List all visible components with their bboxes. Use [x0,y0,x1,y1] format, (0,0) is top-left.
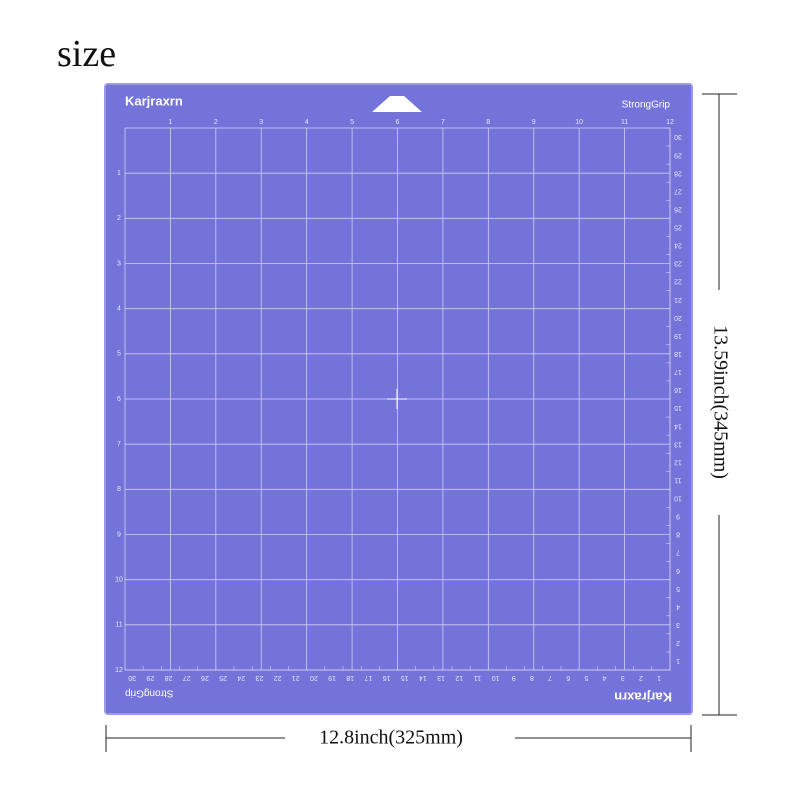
ruler-label: 29 [146,674,154,681]
ruler-label: 6 [117,396,121,403]
brand-bottom: Karjraxrn [614,690,672,705]
ruler-label: 3 [117,260,121,267]
ruler-label: 23 [674,260,682,267]
ruler-label: 2 [639,674,643,681]
ruler-label: 2 [117,215,121,222]
ruler-label: 8 [676,531,680,538]
ruler-label: 26 [201,674,209,681]
ruler-label: 8 [530,674,534,681]
ruler-label: 3 [621,674,625,681]
ruler-label: 27 [183,674,191,681]
ruler-label: 15 [674,404,682,411]
ruler-label: 28 [165,674,173,681]
ruler-label: 2 [214,119,218,126]
ruler-label: 4 [676,603,680,610]
ruler-label: 17 [364,674,372,681]
ruler-label: 9 [117,531,121,538]
ruler-label: 14 [674,422,682,429]
ruler-label: 22 [674,278,682,285]
ruler-label: 21 [674,296,682,303]
ruler-label: 6 [566,674,570,681]
ruler-label: 1 [168,119,172,126]
ruler-label: 7 [676,549,680,556]
ruler-label: 4 [117,306,121,313]
brand: Karjraxrn [125,93,183,108]
ruler-label: 11 [474,674,481,681]
ruler-label: 25 [219,674,227,681]
ruler-label: 18 [346,674,354,681]
hang-notch [372,96,422,112]
ruler-label: 5 [676,585,680,592]
ruler-label: 5 [117,351,121,358]
ruler-label: 10 [492,674,500,681]
ruler-label: 12 [455,674,463,681]
ruler-label: 10 [575,119,583,126]
ruler-label: 7 [548,674,552,681]
ruler-label: 26 [674,205,682,212]
ruler-label: 28 [674,169,682,176]
ruler-label: 16 [674,386,682,393]
ruler-label: 2 [676,639,680,646]
ruler-label: 10 [674,495,682,502]
ruler-label: 9 [532,119,536,126]
ruler-label: 11 [115,622,122,629]
ruler-label: 18 [674,350,682,357]
width-dimension [105,725,692,752]
ruler-label: 21 [292,674,300,681]
ruler-label: 1 [676,657,680,664]
height-dimension [702,93,737,716]
ruler-label: 8 [117,486,121,493]
ruler-label: 6 [676,567,680,574]
ruler-label: 19 [674,332,682,339]
ruler-label: 7 [441,119,445,126]
width-label: 12.8inch(325mm) [319,727,463,749]
ruler-label: 13 [674,440,682,447]
title: size [57,33,116,75]
ruler-label: 8 [486,119,490,126]
ruler-label: 24 [237,674,245,681]
ruler-label: 25 [674,224,682,231]
ruler-label: 7 [117,441,121,448]
ruler-label: 29 [674,151,682,158]
ruler-label: 27 [674,187,682,194]
ruler-label: 11 [674,476,681,483]
ruler-label: 22 [274,674,282,681]
ruler-label: 4 [305,119,309,126]
ruler-label: 1 [117,170,121,177]
ruler-label: 3 [259,119,263,126]
ruler-label: 5 [584,674,588,681]
ruler-label: 1 [657,674,661,681]
ruler-label: 16 [383,674,391,681]
ruler-label: 12 [674,458,682,465]
ruler-label: 23 [255,674,263,681]
grip-label-bottom: StrongGrip [125,687,174,698]
ruler-label: 15 [401,674,409,681]
ruler-label: 11 [621,119,628,126]
ruler-label: 12 [115,667,123,674]
ruler-label: 20 [310,674,318,681]
ruler-label: 9 [512,674,516,681]
ruler-label: 4 [603,674,607,681]
ruler-label: 3 [676,621,680,628]
ruler-label: 17 [674,368,682,375]
ruler-label: 14 [419,674,427,681]
ruler-label: 19 [328,674,336,681]
ruler-label: 30 [674,133,682,140]
ruler-label: 5 [350,119,354,126]
ruler-label: 12 [666,119,674,126]
ruler-label: 6 [396,119,400,126]
ruler-label: 30 [128,674,136,681]
height-label: 13.59inch(345mm) [709,325,731,479]
ruler-label: 20 [674,314,682,321]
ruler-label: 24 [674,242,682,249]
ruler-label: 13 [437,674,445,681]
ruler-label: 9 [676,513,680,520]
grip-label: StrongGrip [622,100,671,111]
ruler-label: 10 [115,577,123,584]
